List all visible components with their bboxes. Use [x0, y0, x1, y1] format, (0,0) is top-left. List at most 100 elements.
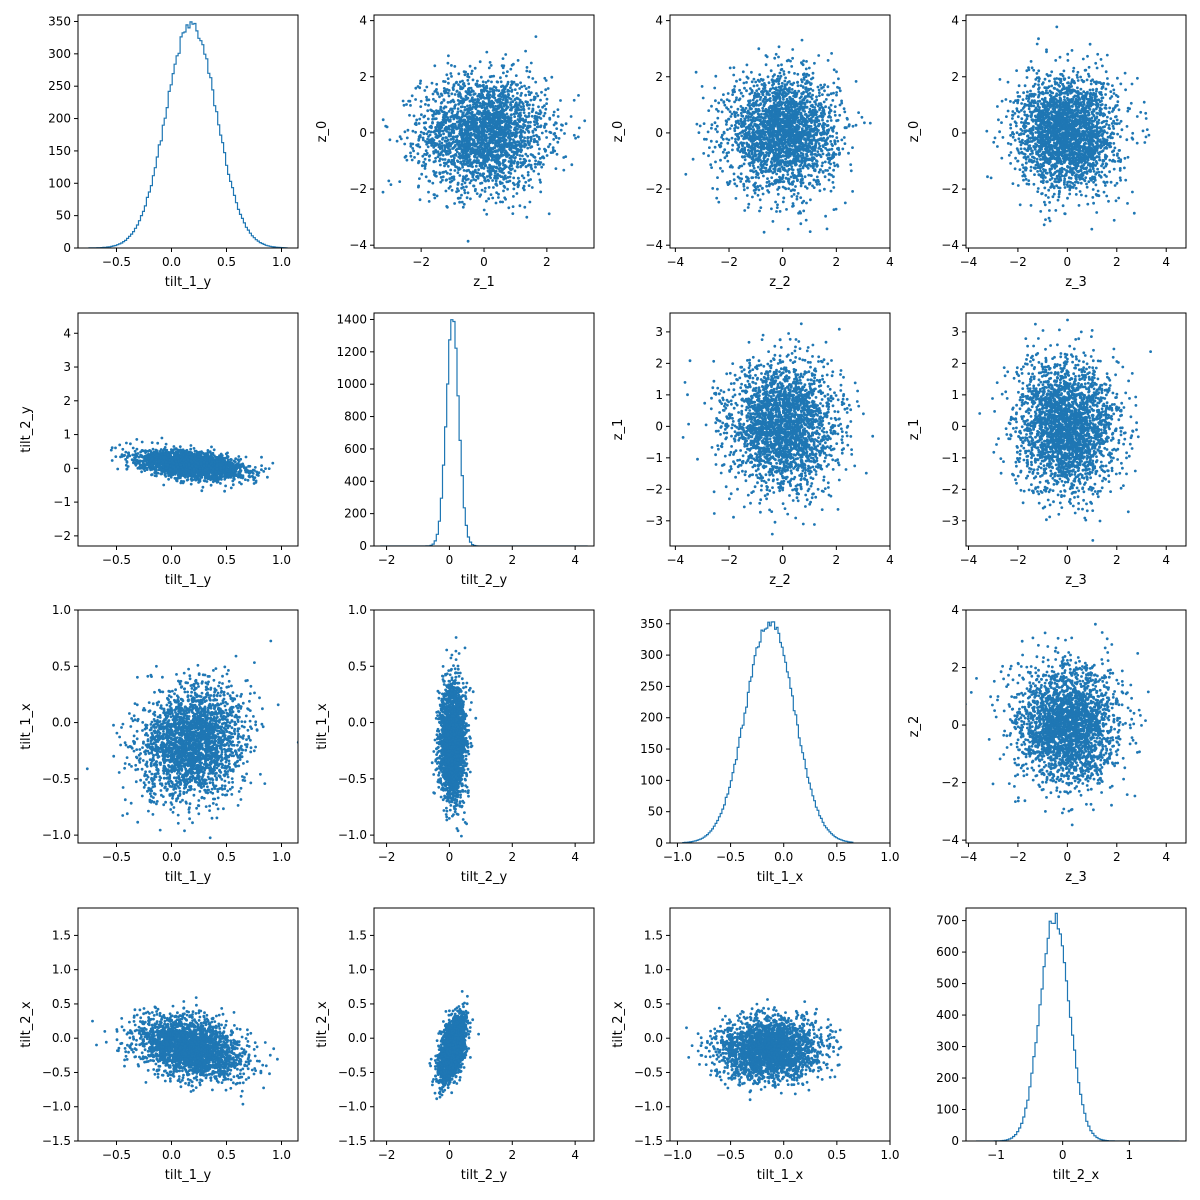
scatter-point	[451, 87, 455, 90]
scatter-point	[455, 190, 458, 194]
scatter-point	[746, 148, 750, 152]
scatter-point	[537, 160, 540, 164]
scatter-point	[447, 119, 451, 123]
scatter-point	[436, 92, 440, 96]
scatter-point	[784, 87, 787, 90]
scatter-point	[754, 118, 758, 122]
scatter-point	[747, 202, 751, 206]
scatter-point	[754, 130, 758, 134]
scatter-point	[542, 163, 545, 166]
scatter-point	[478, 120, 482, 124]
scatter-point	[806, 92, 810, 96]
scatter-point	[483, 190, 487, 193]
scatter-point	[458, 200, 461, 204]
scatter-point	[481, 153, 485, 156]
scatter-point	[812, 178, 816, 182]
scatter-point	[543, 76, 547, 80]
scatter-point	[502, 177, 506, 181]
scatter-point	[533, 162, 537, 166]
scatter-point	[535, 92, 538, 95]
scatter-point	[405, 158, 409, 162]
scatter-point	[725, 123, 728, 126]
scatter-point	[480, 106, 484, 109]
scatter-point	[804, 129, 808, 132]
scatter-point	[439, 105, 443, 109]
scatter-point	[801, 135, 804, 139]
scatter-point	[527, 163, 531, 167]
scatter-point	[466, 72, 470, 76]
scatter-point	[445, 111, 449, 115]
scatter-point	[457, 126, 461, 129]
scatter-point	[779, 137, 783, 141]
scatter-point	[805, 90, 809, 93]
scatter-point	[714, 99, 717, 103]
y-tick-label: 2	[359, 70, 367, 84]
scatter-point	[511, 94, 515, 98]
scatter-point	[509, 103, 513, 107]
scatter-point	[439, 92, 443, 96]
scatter-point	[824, 98, 828, 101]
scatter-point	[521, 154, 524, 158]
scatter-point	[453, 122, 457, 126]
scatter-point	[527, 184, 531, 188]
scatter-point	[829, 189, 833, 193]
scatter-point	[441, 115, 445, 119]
scatter-point	[751, 125, 755, 129]
scatter-point	[811, 93, 814, 97]
scatter-point	[441, 178, 444, 182]
scatter-point	[496, 161, 499, 165]
scatter-point	[790, 65, 794, 68]
scatter-point	[762, 156, 766, 160]
scatter-point	[493, 117, 497, 121]
scatter-point	[766, 158, 770, 161]
scatter-point	[800, 147, 803, 151]
scatter-point	[791, 56, 794, 60]
scatter-point	[513, 126, 517, 130]
scatter-point	[830, 147, 834, 151]
scatter-point	[555, 127, 559, 130]
scatter-point	[482, 131, 486, 135]
scatter-point	[514, 108, 518, 111]
y-tick-label: 50	[56, 209, 71, 223]
scatter-point	[514, 122, 518, 126]
scatter-point	[510, 161, 514, 164]
scatter-point	[554, 134, 558, 138]
scatter-point	[490, 165, 493, 169]
scatter-point	[717, 101, 721, 105]
scatter-point	[473, 150, 476, 154]
scatter-point	[783, 161, 786, 165]
scatter-point	[487, 197, 491, 201]
scatter-point	[815, 159, 818, 163]
scatter-point	[574, 136, 577, 140]
scatter-point	[508, 108, 512, 112]
scatter-point	[520, 174, 524, 178]
scatter-point	[772, 82, 776, 86]
scatter-point	[475, 126, 479, 130]
scatter-point	[758, 155, 761, 159]
scatter-point	[447, 158, 451, 162]
scatter-point	[766, 75, 770, 79]
scatter-point	[495, 114, 498, 118]
scatter-point	[801, 177, 804, 181]
scatter-point	[485, 199, 488, 203]
scatter-point	[754, 80, 758, 84]
scatter-point	[757, 135, 761, 139]
scatter-point	[540, 131, 544, 135]
scatter-point	[776, 192, 780, 196]
scatter-point	[744, 128, 748, 132]
scatter-point	[820, 164, 824, 168]
scatter-point	[403, 130, 407, 134]
scatter-point	[461, 165, 464, 169]
scatter-point	[731, 93, 734, 96]
scatter-point	[517, 180, 521, 183]
scatter-point	[460, 148, 463, 151]
scatter-point	[837, 77, 840, 81]
scatter-point	[749, 115, 753, 119]
scatter-point	[823, 142, 827, 146]
scatter-point	[707, 109, 711, 112]
scatter-point	[454, 103, 457, 107]
scatter-point	[500, 181, 504, 185]
scatter-point	[811, 112, 815, 115]
scatter-point	[508, 138, 512, 142]
